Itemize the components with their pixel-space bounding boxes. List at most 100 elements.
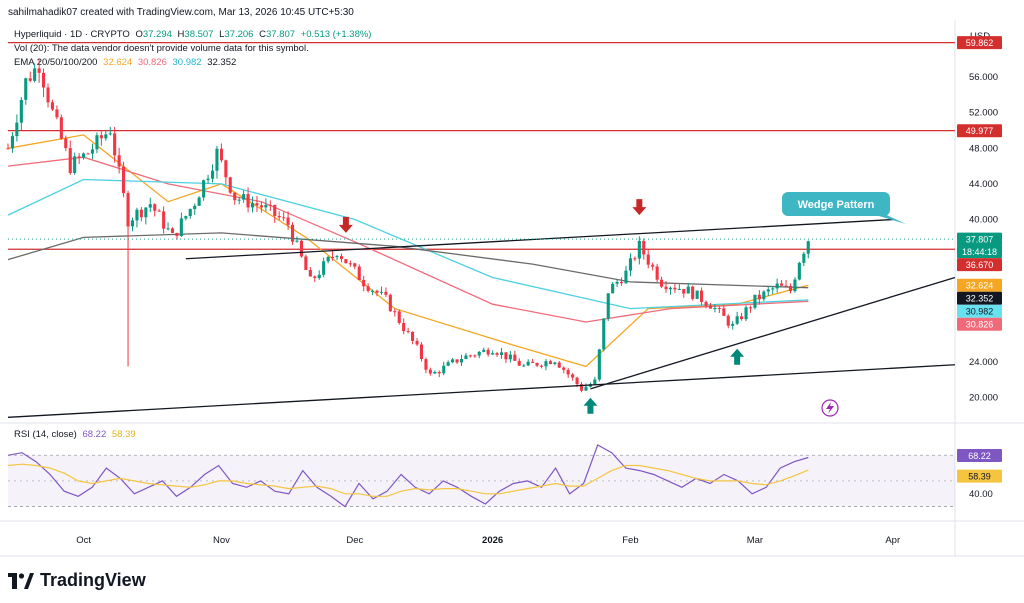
candle-body[interactable] bbox=[677, 289, 681, 290]
candle-body[interactable] bbox=[406, 331, 410, 333]
candle-body[interactable] bbox=[122, 166, 126, 194]
candle-body[interactable] bbox=[451, 359, 455, 363]
candle-body[interactable] bbox=[415, 340, 419, 345]
candle-body[interactable] bbox=[19, 99, 23, 123]
candle-body[interactable] bbox=[611, 283, 615, 294]
candle-body[interactable] bbox=[544, 361, 548, 367]
volume-note[interactable]: Vol (20): The data vendor doesn't provid… bbox=[14, 43, 309, 54]
candle-body[interactable] bbox=[357, 266, 361, 280]
candle-body[interactable] bbox=[571, 374, 575, 378]
candle-body[interactable] bbox=[566, 369, 570, 375]
ema-line-ema100[interactable] bbox=[7, 178, 809, 310]
trendline-long-support[interactable] bbox=[7, 364, 956, 418]
candle-body[interactable] bbox=[704, 301, 708, 306]
candle-body[interactable] bbox=[6, 148, 10, 150]
candle-body[interactable] bbox=[584, 386, 588, 391]
candle-body[interactable] bbox=[740, 316, 744, 320]
candle-body[interactable] bbox=[295, 240, 299, 242]
candle-body[interactable] bbox=[170, 228, 174, 233]
candle-body[interactable] bbox=[526, 361, 530, 366]
candle-body[interactable] bbox=[299, 240, 303, 257]
candle-body[interactable] bbox=[664, 286, 668, 290]
candle-body[interactable] bbox=[135, 209, 139, 221]
candle-body[interactable] bbox=[424, 359, 428, 370]
candle-body[interactable] bbox=[775, 283, 779, 289]
candle-body[interactable] bbox=[375, 290, 379, 293]
candle-body[interactable] bbox=[322, 261, 326, 275]
candle-body[interactable] bbox=[68, 148, 72, 173]
candle-body[interactable] bbox=[753, 294, 757, 308]
candle-body[interactable] bbox=[508, 354, 512, 360]
candle-body[interactable] bbox=[64, 138, 68, 149]
rsi-ma-line[interactable] bbox=[7, 463, 809, 497]
candle-body[interactable] bbox=[428, 369, 432, 374]
candle-body[interactable] bbox=[459, 359, 463, 363]
candle-body[interactable] bbox=[268, 204, 272, 206]
candle-body[interactable] bbox=[419, 344, 423, 360]
candle-body[interactable] bbox=[335, 256, 339, 258]
candle-body[interactable] bbox=[179, 218, 183, 236]
candle-body[interactable] bbox=[748, 307, 752, 309]
candle-body[interactable] bbox=[411, 331, 415, 341]
candle-body[interactable] bbox=[157, 210, 161, 212]
wedge-pattern-callout[interactable]: Wedge Pattern bbox=[782, 192, 906, 224]
candle-body[interactable] bbox=[762, 291, 766, 300]
candle-body[interactable] bbox=[362, 280, 366, 287]
trendline-wedge-upper[interactable] bbox=[185, 218, 893, 260]
candle-body[interactable] bbox=[202, 180, 206, 198]
candle-body[interactable] bbox=[291, 224, 295, 242]
candle-body[interactable] bbox=[348, 263, 352, 265]
candle-body[interactable] bbox=[55, 109, 59, 118]
candle-body[interactable] bbox=[366, 286, 370, 291]
candle-body[interactable] bbox=[695, 290, 699, 299]
candle-body[interactable] bbox=[153, 204, 157, 211]
symbol-name[interactable]: Hyperliquid · 1D · CRYPTO bbox=[14, 29, 130, 40]
candle-body[interactable] bbox=[402, 323, 406, 332]
candle-body[interactable] bbox=[24, 78, 28, 100]
candle-body[interactable] bbox=[482, 349, 486, 352]
candle-body[interactable] bbox=[331, 257, 335, 258]
candle-body[interactable] bbox=[317, 274, 321, 279]
candle-body[interactable] bbox=[117, 155, 121, 167]
candle-body[interactable] bbox=[602, 318, 606, 350]
candle-body[interactable] bbox=[593, 379, 597, 385]
candle-body[interactable] bbox=[722, 308, 726, 316]
candle-body[interactable] bbox=[379, 291, 383, 293]
candle-body[interactable] bbox=[148, 204, 152, 208]
tradingview-logo[interactable]: TradingView bbox=[8, 570, 146, 591]
candle-body[interactable] bbox=[90, 149, 94, 154]
candle-body[interactable] bbox=[144, 207, 148, 218]
candle-body[interactable] bbox=[562, 367, 566, 370]
candle-body[interactable] bbox=[59, 117, 63, 139]
candle-body[interactable] bbox=[277, 216, 281, 218]
candle-body[interactable] bbox=[606, 293, 610, 319]
candle-body[interactable] bbox=[242, 194, 246, 200]
candle-body[interactable] bbox=[540, 365, 544, 367]
candle-body[interactable] bbox=[744, 307, 748, 320]
candle-body[interactable] bbox=[731, 323, 735, 326]
candle-body[interactable] bbox=[642, 240, 646, 255]
candle-body[interactable] bbox=[548, 361, 552, 364]
candle-body[interactable] bbox=[95, 135, 99, 150]
ema-line-ema50[interactable] bbox=[7, 156, 809, 323]
candle-body[interactable] bbox=[655, 266, 659, 280]
candle-body[interactable] bbox=[651, 264, 655, 267]
candle-body[interactable] bbox=[793, 279, 797, 292]
candle-body[interactable] bbox=[673, 287, 677, 290]
candle-body[interactable] bbox=[517, 360, 521, 366]
candle-body[interactable] bbox=[726, 315, 730, 326]
candle-body[interactable] bbox=[233, 192, 237, 201]
candle-body[interactable] bbox=[788, 286, 792, 292]
candle-body[interactable] bbox=[251, 203, 255, 208]
candle-body[interactable] bbox=[15, 122, 19, 137]
candle-body[interactable] bbox=[486, 349, 490, 355]
candle-body[interactable] bbox=[802, 253, 806, 263]
rsi-label[interactable]: RSI (14, close) bbox=[14, 429, 77, 440]
candle-body[interactable] bbox=[491, 353, 495, 355]
candle-body[interactable] bbox=[682, 289, 686, 294]
candle-body[interactable] bbox=[580, 384, 584, 391]
candle-body[interactable] bbox=[735, 316, 739, 324]
candle-body[interactable] bbox=[522, 365, 526, 367]
candle-body[interactable] bbox=[473, 355, 477, 357]
candle-body[interactable] bbox=[108, 133, 112, 135]
